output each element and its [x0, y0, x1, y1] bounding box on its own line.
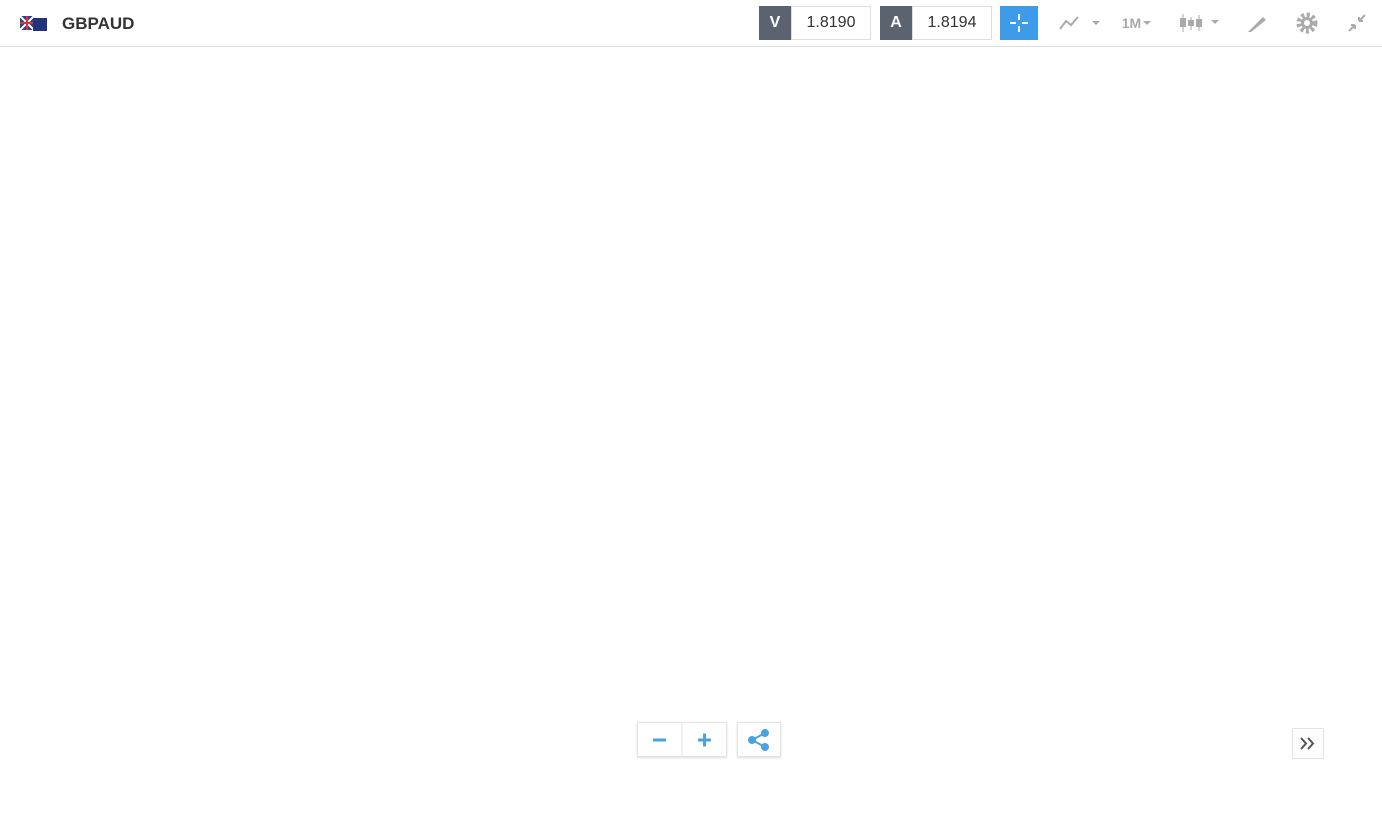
- sell-button[interactable]: V: [759, 6, 791, 40]
- buy-price: 1.8194: [912, 6, 992, 40]
- symbol: GBPAUD: [62, 14, 135, 33]
- flag: [20, 16, 47, 31]
- timeframe: 1M: [1121, 15, 1142, 31]
- settings-button[interactable]: [1290, 6, 1324, 40]
- zoom-group: [637, 722, 727, 757]
- candle-button[interactable]: [1175, 6, 1225, 40]
- buy-button[interactable]: A: [880, 6, 912, 40]
- zoom-out-button[interactable]: [638, 723, 682, 756]
- toolbar: GBPAUD V 1.8190 A 1.8194 1M: [0, 0, 1382, 47]
- share-button[interactable]: [737, 722, 781, 757]
- crosshair-button[interactable]: [1000, 6, 1038, 40]
- zoom-in-button[interactable]: [683, 723, 726, 756]
- scroll-end-button[interactable]: [1292, 728, 1324, 759]
- timeframe-button[interactable]: 1M: [1115, 6, 1160, 40]
- chart-type-button[interactable]: [1055, 6, 1105, 40]
- collapse-button[interactable]: [1340, 6, 1374, 40]
- sell-price: 1.8190: [791, 6, 871, 40]
- draw-button[interactable]: [1240, 6, 1274, 40]
